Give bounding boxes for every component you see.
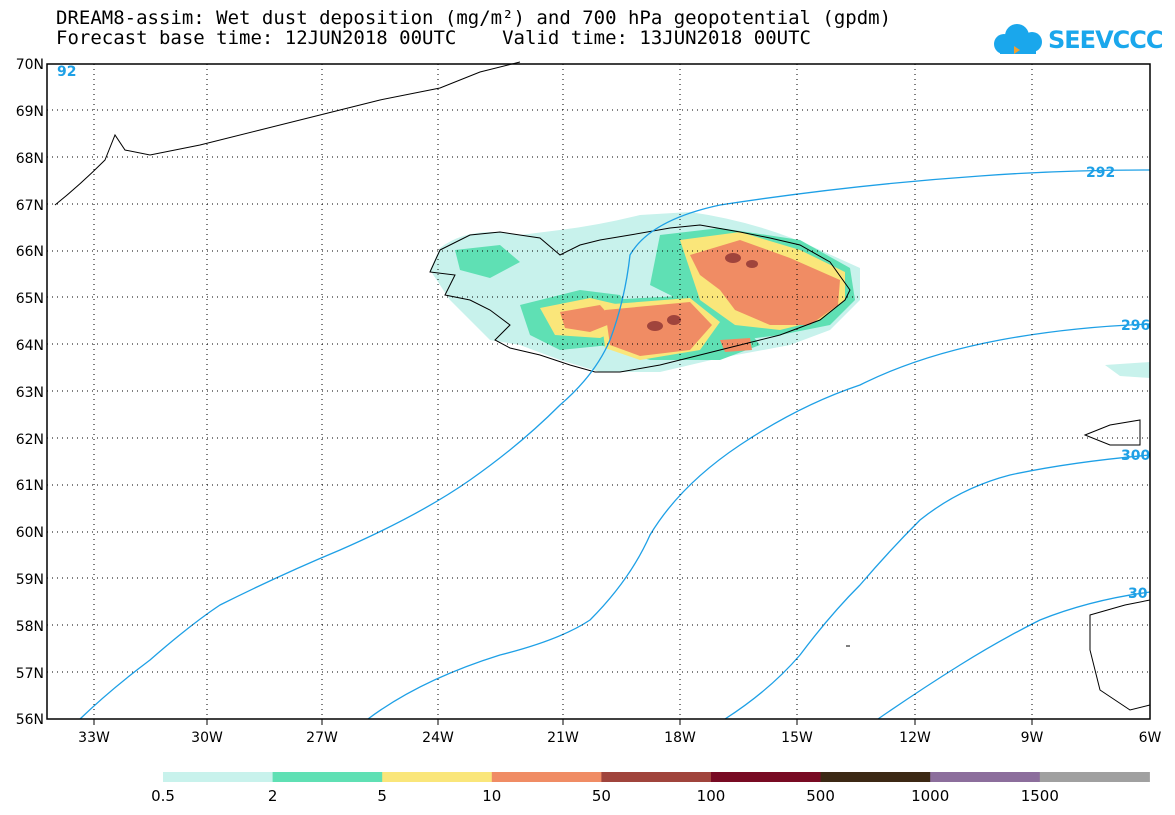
graticule	[47, 64, 1150, 719]
contour-label-300: 300	[1121, 448, 1150, 464]
colorbar-label: 2	[268, 787, 278, 805]
contour-label-292-edge: 92	[57, 64, 76, 80]
contour-labels: 92 292 296 300 30	[57, 64, 1150, 602]
logo-text: SEEVCCC	[1048, 26, 1163, 54]
colorbar: 0.5 2 5 10 50 100 500 1000 1500	[151, 772, 1150, 805]
lon-label: 33W	[78, 730, 110, 746]
lon-label: 27W	[306, 730, 338, 746]
coastlines	[54, 61, 1151, 711]
lat-label: 66N	[16, 244, 44, 260]
colorbar-swatch	[601, 772, 712, 782]
colorbar-swatch	[382, 772, 493, 782]
lat-label: 63N	[16, 385, 44, 401]
colorbar-swatch	[491, 772, 602, 782]
longitude-labels: 33W 30W 27W 24W 21W 18W 15W 12W 9W 6W	[78, 730, 1161, 746]
cloud-icon	[994, 24, 1042, 54]
lat-label: 57N	[16, 666, 44, 682]
lat-label: 56N	[16, 712, 44, 728]
colorbar-label: 5	[377, 787, 387, 805]
colorbar-label: 10	[482, 787, 501, 805]
dust-deposition-field	[430, 212, 1150, 378]
lat-label: 61N	[16, 478, 44, 494]
lon-label: 12W	[899, 730, 931, 746]
lon-label: 15W	[781, 730, 813, 746]
latitude-labels: 70N 69N 68N 67N 66N 65N 64N 63N 62N 61N …	[16, 57, 44, 728]
lon-label: 30W	[191, 730, 223, 746]
geopotential-contours	[79, 169, 1151, 720]
colorbar-swatch	[1039, 772, 1150, 782]
colorbar-swatch	[930, 772, 1041, 782]
contour-label-292: 292	[1086, 165, 1115, 181]
contour-label-304: 30	[1128, 586, 1148, 602]
contour-label-296: 296	[1121, 318, 1150, 334]
lat-label: 65N	[16, 291, 44, 307]
lat-label: 69N	[16, 104, 44, 120]
lat-label: 67N	[16, 198, 44, 214]
colorbar-swatch	[711, 772, 822, 782]
lat-label: 58N	[16, 619, 44, 635]
colorbar-swatch	[163, 772, 274, 782]
axis-ticks	[93, 719, 1033, 725]
lon-label: 9W	[1021, 730, 1044, 746]
map-title: DREAM8-assim: Wet dust deposition (mg/m²…	[56, 7, 892, 29]
colorbar-swatch	[272, 772, 383, 782]
map-frame	[46, 63, 1151, 720]
seevccc-logo: SEEVCCC	[990, 20, 1163, 60]
lat-label: 70N	[16, 57, 44, 73]
colorbar-label: 1000	[911, 787, 949, 805]
lat-label: 59N	[16, 572, 44, 588]
colorbar-label: 50	[592, 787, 611, 805]
colorbar-label: 500	[806, 787, 835, 805]
colorbar-label: 100	[697, 787, 726, 805]
lon-label: 18W	[664, 730, 696, 746]
lon-label: 24W	[422, 730, 454, 746]
map-subtitle: Forecast base time: 12JUN2018 00UTC Vali…	[56, 27, 811, 49]
colorbar-label: 0.5	[151, 787, 175, 805]
colorbar-label: 1500	[1021, 787, 1059, 805]
lat-label: 68N	[16, 151, 44, 167]
lon-label: 6W	[1139, 730, 1162, 746]
lon-label: 21W	[547, 730, 579, 746]
lat-label: 64N	[16, 338, 44, 354]
lat-label: 60N	[16, 525, 44, 541]
lat-label: 62N	[16, 432, 44, 448]
colorbar-swatch	[820, 772, 931, 782]
